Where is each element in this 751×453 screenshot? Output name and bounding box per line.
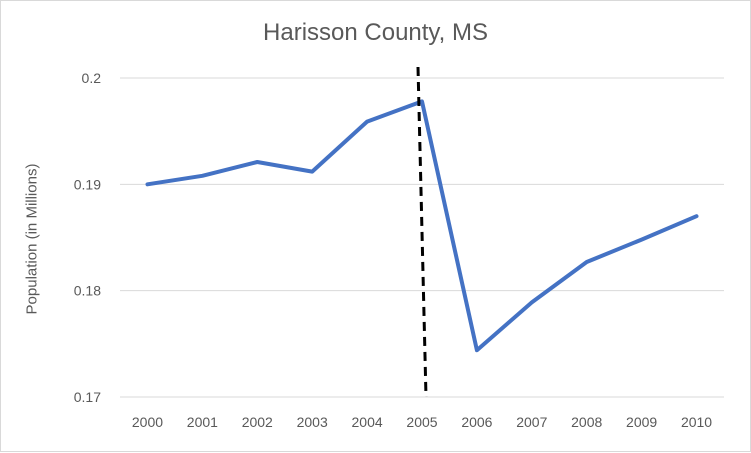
x-tick-label: 2008 <box>571 414 602 430</box>
x-tick-label: 2010 <box>681 414 712 430</box>
x-tick-label: 2009 <box>626 414 657 430</box>
x-tick-label: 2000 <box>132 414 163 430</box>
x-tick-label: 2003 <box>297 414 328 430</box>
y-tick-label: 0.17 <box>74 389 101 405</box>
x-tick-label: 2006 <box>461 414 492 430</box>
event-marker-dashed-line <box>416 66 428 398</box>
x-tick-label: 2002 <box>242 414 273 430</box>
y-tick-label: 0.18 <box>74 283 101 299</box>
y-tick-label: 0.2 <box>82 70 102 86</box>
x-tick-label: 2001 <box>187 414 218 430</box>
series-line <box>145 99 699 353</box>
x-tick-label: 2005 <box>406 414 437 430</box>
x-tick-label: 2007 <box>516 414 547 430</box>
y-tick-label: 0.19 <box>74 176 101 192</box>
chart-title: Harisson County, MS <box>263 19 488 46</box>
x-tick-label: 2004 <box>352 414 383 430</box>
